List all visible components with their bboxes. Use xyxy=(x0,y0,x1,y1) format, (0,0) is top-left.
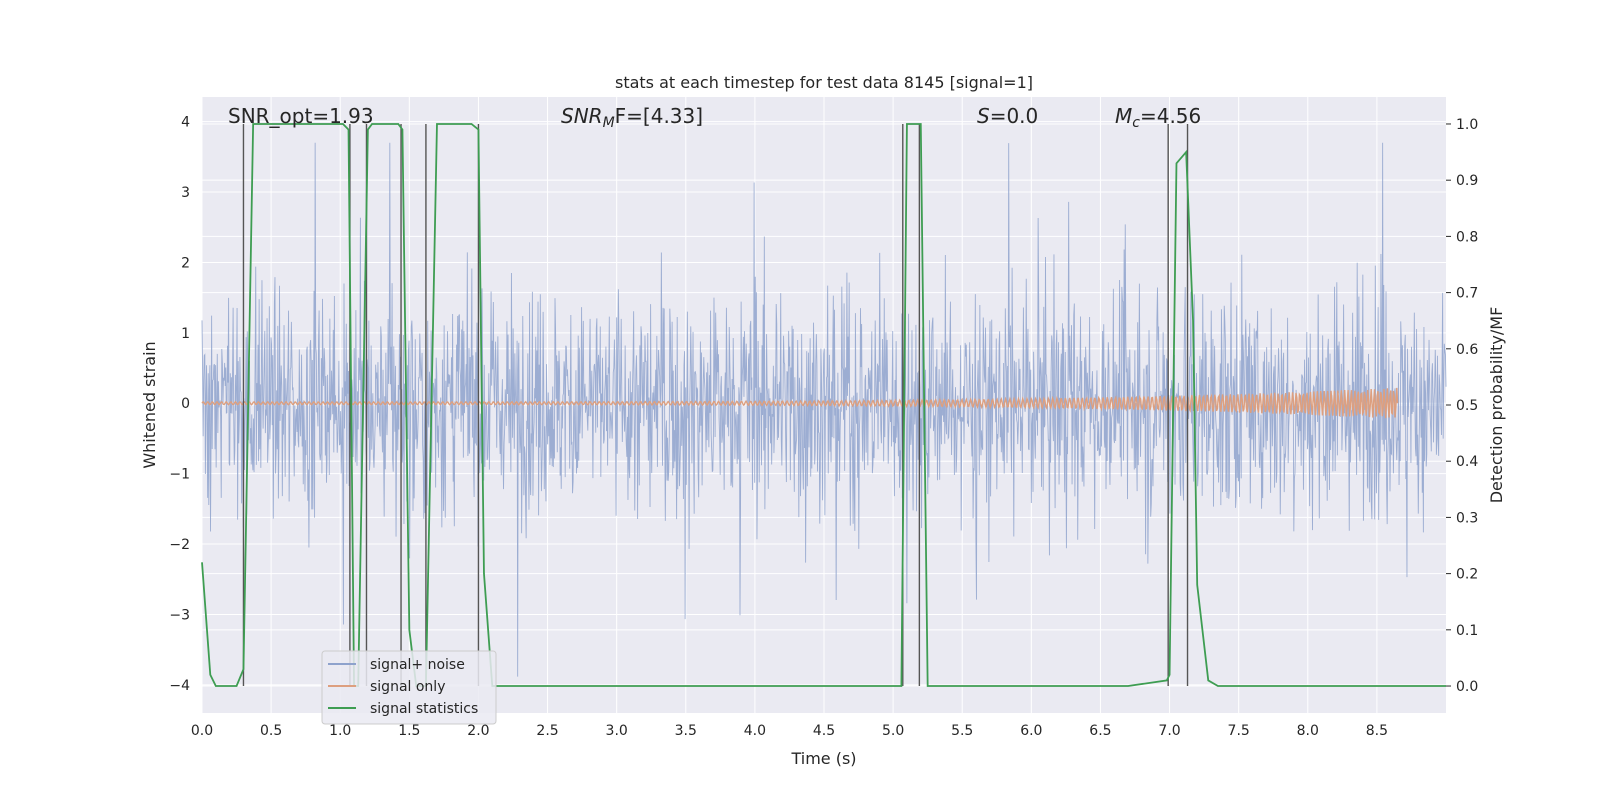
x-axis-label: Time (s) xyxy=(790,749,856,768)
y-tick-label-right: 0.7 xyxy=(1456,286,1478,302)
y-tick-label-right: 1.0 xyxy=(1456,117,1478,133)
y-tick-label-left: −4 xyxy=(169,678,190,694)
x-tick-label: 4.0 xyxy=(744,723,766,739)
y-tick-label-right: 0.4 xyxy=(1456,454,1478,470)
grid-lines xyxy=(201,97,1446,713)
y-tick-label-right: 0.0 xyxy=(1456,679,1478,695)
x-tick-label: 7.5 xyxy=(1228,723,1250,739)
y-tick-label-right: 0.6 xyxy=(1456,342,1478,358)
series-line-signal-statistics xyxy=(201,123,1446,687)
y-tick-label-right: 0.5 xyxy=(1456,398,1478,414)
y-tick-label-left: 3 xyxy=(181,185,190,201)
x-tick-label: 3.5 xyxy=(675,723,697,739)
y-tick-label-right: 0.9 xyxy=(1456,173,1478,189)
x-tick-label: 0.5 xyxy=(260,723,282,739)
annotation-mc: Mc=4.56 xyxy=(1115,104,1201,131)
x-tick-label: 1.0 xyxy=(329,723,351,739)
y-axis-label-right: Detection probability/MF xyxy=(1487,307,1506,504)
x-tick-label: 2.0 xyxy=(467,723,489,739)
chart-title: stats at each timestep for test data 814… xyxy=(615,73,1033,92)
noise-series xyxy=(201,142,1447,677)
y-tick-label-left: −2 xyxy=(169,537,190,553)
statistics-series xyxy=(201,123,1446,687)
annotation-snr-opt: SNR_opt=1.93 xyxy=(228,104,374,128)
x-tick-label: 7.0 xyxy=(1158,723,1180,739)
y-tick-label-left: −1 xyxy=(169,467,190,483)
legend-label-noise: signal+ noise xyxy=(370,657,465,673)
x-tick-label: 8.0 xyxy=(1297,723,1319,739)
y-tick-label-left: 2 xyxy=(181,255,190,271)
y-tick-label-right: 0.1 xyxy=(1456,623,1478,639)
x-tick-label: 1.5 xyxy=(398,723,420,739)
annotation-snr-mf: SNRMF=[4.33] xyxy=(561,104,703,131)
y-tick-label-left: 4 xyxy=(181,115,190,131)
axis-ticks: 0.0 0.5 1.0 1.5 2.0 2.5 3.0 3.5 4.0 4.5 5.0 5.5 6.0 6… xyxy=(169,115,1478,739)
x-tick-label: 6.5 xyxy=(1089,723,1111,739)
x-tick-label: 2.5 xyxy=(536,723,558,739)
x-tick-label: 4.5 xyxy=(813,723,835,739)
x-tick-label: 6.0 xyxy=(1020,723,1042,739)
y-tick-label-left: 0 xyxy=(181,396,190,412)
y-axis-label-left: Whitened strain xyxy=(140,341,159,468)
legend-box xyxy=(321,650,497,725)
x-tick-label: 5.0 xyxy=(882,723,904,739)
x-tick-label: 3.0 xyxy=(606,723,628,739)
y-tick-label-left: 1 xyxy=(181,326,190,342)
y-tick-label-right: 0.2 xyxy=(1456,567,1478,583)
y-tick-label-right: 0.8 xyxy=(1456,229,1478,245)
y-tick-label-left: −3 xyxy=(169,607,190,623)
x-tick-label: 8.5 xyxy=(1366,723,1388,739)
x-tick-label: 0.0 xyxy=(191,723,213,739)
annotation-s: S=0.0 xyxy=(977,104,1038,128)
x-tick-label: 5.5 xyxy=(951,723,973,739)
legend-label-signal: signal only xyxy=(370,679,445,695)
legend: signal+ noise signal only signal statist… xyxy=(321,650,497,725)
y-tick-label-right: 0.3 xyxy=(1456,510,1478,526)
legend-label-stats: signal statistics xyxy=(370,701,478,717)
series-line-signal-noise xyxy=(201,142,1447,677)
